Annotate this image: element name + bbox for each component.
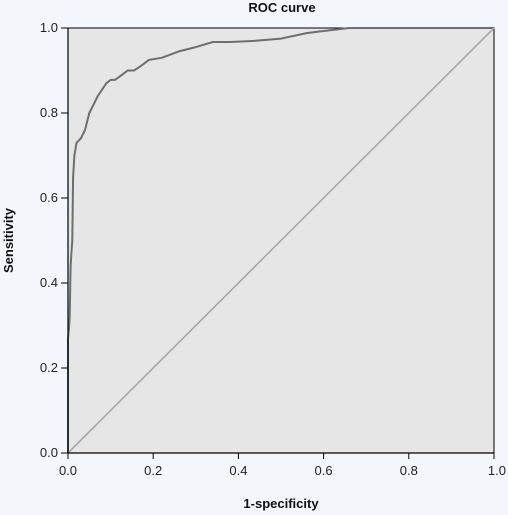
x-tick-label: 0.0 <box>59 463 77 478</box>
axes-layer: 0.0 0.2 0.4 0.6 0.8 1.0 0.0 0.2 0.4 0.6 0.8 1.0 <box>40 20 506 478</box>
roc-curve <box>67 27 494 453</box>
reference-diagonal <box>67 27 495 454</box>
series-layer <box>67 27 495 454</box>
y-axis-title: Sensitivity <box>1 207 16 273</box>
x-tick-label: 0.6 <box>315 463 333 478</box>
x-tick-label: 1.0 <box>488 463 506 478</box>
x-tick-label: 0.2 <box>144 463 162 478</box>
y-tick-label: 0.8 <box>40 105 58 120</box>
y-tick-label: 1.0 <box>40 20 58 35</box>
x-axis-title: 1-specificity <box>243 496 319 511</box>
y-tick-label: 0.6 <box>40 190 58 205</box>
x-tick-label: 0.8 <box>400 463 418 478</box>
y-tick-label: 0.0 <box>40 445 58 460</box>
y-tick-label: 0.2 <box>40 360 58 375</box>
chart-title: ROC curve <box>248 0 315 15</box>
x-tick-label: 0.4 <box>229 463 247 478</box>
y-tick-label: 0.4 <box>40 275 58 290</box>
